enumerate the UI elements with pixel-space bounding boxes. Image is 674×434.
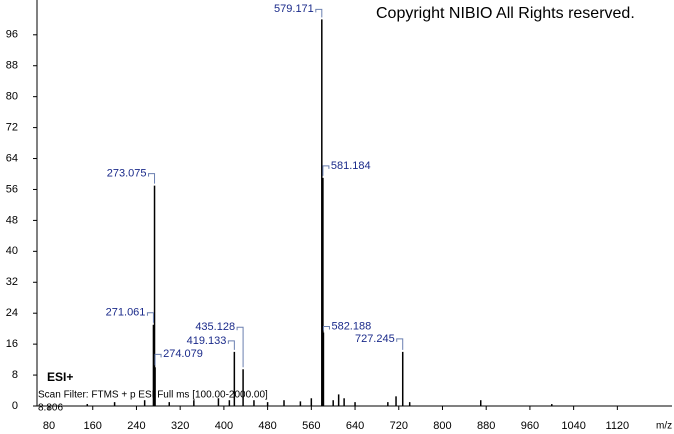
- label-bracket: [148, 173, 156, 184]
- label-bracket: [322, 326, 330, 331]
- y-tick-label: 32: [6, 276, 18, 288]
- x-tick-label: 1040: [561, 420, 585, 432]
- y-tick-label: 80: [6, 91, 18, 103]
- y-tick-label: 8: [12, 369, 18, 381]
- label-bracket: [396, 338, 404, 350]
- peak-label: 419.133: [187, 335, 227, 347]
- ionization: ESI+: [47, 370, 73, 384]
- x-tick-label: 400: [215, 420, 233, 432]
- y-tick-label: 16: [6, 338, 18, 350]
- peak-label: 581.184: [331, 160, 371, 172]
- x-tick-label: 720: [390, 420, 408, 432]
- y-tick-label: 56: [6, 183, 18, 195]
- peak-label: 579.171: [274, 3, 314, 15]
- retention-time: 8.806: [38, 403, 63, 414]
- y-tick-label: 40: [6, 245, 18, 257]
- y-tick-label: 72: [6, 122, 18, 134]
- x-tick-label: 480: [258, 420, 276, 432]
- x-axis-label: m/z: [656, 421, 672, 432]
- y-tick-label: 96: [6, 29, 18, 41]
- x-tick-label: 240: [127, 420, 145, 432]
- y-tick-label: 48: [6, 214, 18, 226]
- x-tick-label: 160: [84, 420, 102, 432]
- x-tick-label: 320: [171, 420, 189, 432]
- label-bracket: [236, 326, 244, 368]
- x-tick-label: 80: [43, 420, 55, 432]
- peak-label: 271.061: [106, 307, 146, 319]
- y-tick-label: 0: [12, 400, 18, 412]
- peak-label: 273.075: [107, 168, 147, 180]
- y-tick-label: 24: [6, 307, 18, 319]
- x-tick-label: 800: [433, 420, 451, 432]
- x-tick-label: 960: [521, 420, 539, 432]
- peak-label: 435.128: [195, 321, 235, 333]
- label-bracket: [227, 340, 235, 350]
- label-bracket: [146, 312, 154, 323]
- label-bracket: [315, 8, 323, 18]
- peak-label: 727.245: [355, 333, 395, 345]
- peak-label: 582.188: [331, 320, 371, 332]
- x-tick-label: 640: [346, 420, 364, 432]
- y-tick-label: 64: [6, 152, 18, 164]
- x-tick-label: 1120: [606, 420, 630, 432]
- peak-label: 274.079: [163, 348, 203, 360]
- y-tick-label: 88: [6, 60, 18, 72]
- x-tick-label: 560: [302, 420, 320, 432]
- label-bracket: [322, 165, 330, 176]
- copyright: Copyright NIBIO All Rights reserved.: [376, 5, 635, 22]
- x-tick-label: 880: [477, 420, 495, 432]
- label-bracket: [154, 353, 162, 366]
